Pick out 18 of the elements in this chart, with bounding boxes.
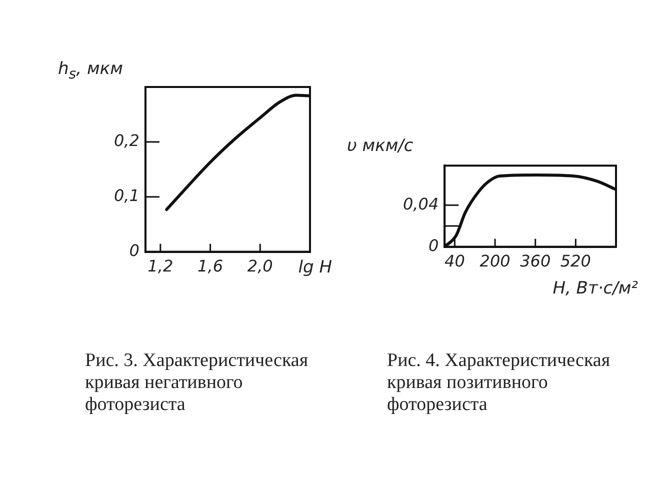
y-tick-label: 0: [129, 240, 140, 260]
x-tick-label: 520: [560, 252, 591, 271]
y-axis-title: υ мкм/с: [347, 136, 414, 156]
x-tick-label: 200: [480, 252, 510, 271]
y-axis-title: h$_{s}$, мкм: [58, 59, 123, 82]
y-tick-label: 0,1: [114, 186, 140, 206]
x-axis-title: H, Вт·с/м²: [552, 278, 638, 299]
x-tick-label: 1,2: [148, 256, 174, 276]
text: Рис. 3. Характеристическая кривая негативного фоторезиста: [85, 350, 310, 416]
x-axis-title: lg H: [298, 258, 332, 278]
y-tick-label: 0,2: [114, 131, 140, 150]
y-tick-label: 0,04: [403, 194, 439, 214]
y-tick-label: 0: [428, 236, 439, 255]
x-tick-label: 2,0: [247, 256, 273, 276]
text: Рис. 4. Характеристическая кривая позитивного фоторезиста: [387, 350, 612, 416]
x-tick-label: 40: [444, 252, 465, 271]
x-tick-label: 360: [520, 252, 551, 271]
x-tick-label: 1,6: [198, 256, 223, 276]
